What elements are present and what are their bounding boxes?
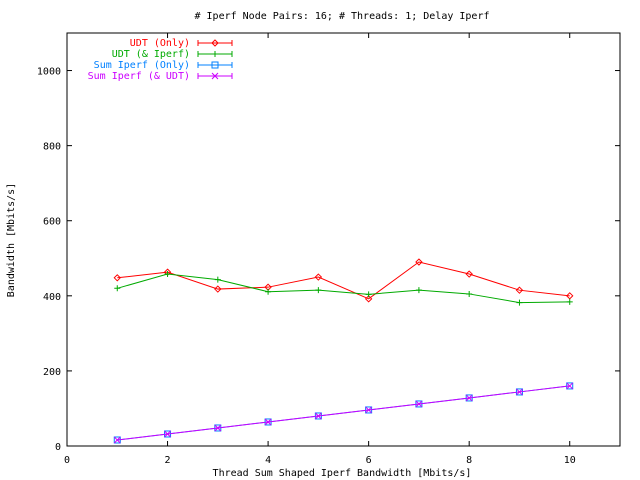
data-point bbox=[113, 274, 121, 282]
series-udt-only bbox=[113, 258, 574, 303]
data-point bbox=[164, 430, 171, 438]
plot-frame bbox=[66, 32, 621, 447]
data-point bbox=[315, 287, 322, 294]
series-line bbox=[117, 261, 570, 300]
x-tick-label: 4 bbox=[265, 455, 271, 466]
data-point bbox=[566, 298, 573, 305]
series-udt-iperf bbox=[114, 271, 573, 306]
y-tick-label: 1000 bbox=[37, 67, 61, 78]
legend-marker bbox=[212, 51, 218, 57]
data-point bbox=[265, 288, 272, 295]
data-point bbox=[114, 285, 121, 292]
data-point bbox=[465, 394, 473, 402]
plot-area bbox=[66, 32, 621, 447]
data-point bbox=[113, 436, 121, 444]
y-tick-label: 400 bbox=[43, 292, 61, 303]
legend: UDT (Only)UDT (& Iperf)Sum Iperf (Only)S… bbox=[88, 38, 233, 82]
series-sum-iperf-udt bbox=[113, 382, 574, 444]
y-tick-label: 200 bbox=[43, 367, 61, 378]
data-point bbox=[364, 295, 373, 303]
y-tick-label: 600 bbox=[43, 217, 61, 228]
x-axis-label: Thread Sum Shaped Iperf Bandwidth [Mbits… bbox=[213, 468, 472, 479]
series-line bbox=[117, 385, 570, 441]
data-point bbox=[415, 287, 422, 294]
legend-label: UDT (Only) bbox=[130, 38, 190, 49]
data-point bbox=[516, 299, 523, 306]
data-point bbox=[566, 382, 574, 390]
data-point bbox=[415, 258, 423, 266]
legend-label: UDT (& Iperf) bbox=[112, 49, 190, 60]
y-tick-label: 800 bbox=[43, 142, 61, 153]
legend-marker bbox=[211, 39, 219, 47]
series-line bbox=[117, 273, 570, 304]
x-tick-label: 8 bbox=[466, 455, 472, 466]
data-point bbox=[365, 291, 372, 298]
data-point bbox=[415, 400, 423, 408]
x-tick-label: 2 bbox=[165, 455, 171, 466]
x-tick-label: 10 bbox=[564, 455, 576, 466]
x-tick-label: 0 bbox=[64, 455, 70, 466]
y-axis-label: Bandwidth [Mbits/s] bbox=[6, 183, 17, 297]
data-point bbox=[214, 285, 222, 293]
data-point bbox=[365, 406, 372, 414]
data-point bbox=[164, 271, 171, 278]
data-point bbox=[214, 276, 221, 283]
data-point bbox=[465, 270, 473, 278]
data-point bbox=[314, 273, 323, 281]
chart-title: # Iperf Node Pairs: 16; # Threads: 1; De… bbox=[194, 11, 489, 22]
y-tick-label: 0 bbox=[55, 442, 61, 453]
data-point bbox=[214, 424, 222, 432]
data-point bbox=[264, 418, 272, 426]
x-tick-label: 6 bbox=[366, 455, 372, 466]
data-point bbox=[516, 388, 523, 396]
data-point bbox=[315, 412, 322, 420]
data-point bbox=[515, 286, 524, 294]
legend-label: Sum Iperf (& UDT) bbox=[88, 71, 190, 82]
axis-ticks: 0 2 4 6 8 10 0 200 400 600 800 1000 bbox=[37, 33, 620, 466]
legend-marker bbox=[211, 61, 219, 69]
data-point bbox=[466, 290, 473, 297]
series-layer bbox=[113, 258, 574, 444]
legend-marker bbox=[211, 72, 219, 80]
data-point bbox=[566, 292, 574, 300]
legend-label: Sum Iperf (Only) bbox=[94, 60, 190, 71]
